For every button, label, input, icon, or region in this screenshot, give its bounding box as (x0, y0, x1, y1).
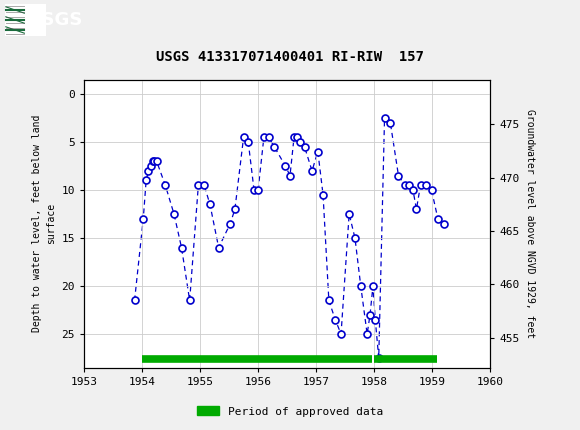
Text: USGS 413317071400401 RI-RIW  157: USGS 413317071400401 RI-RIW 157 (156, 50, 424, 64)
Text: USGS: USGS (28, 11, 83, 29)
FancyBboxPatch shape (5, 4, 46, 36)
Legend: Period of approved data: Period of approved data (193, 402, 387, 421)
Y-axis label: Depth to water level, feet below land
surface: Depth to water level, feet below land su… (32, 115, 56, 332)
Y-axis label: Groundwater level above NGVD 1929, feet: Groundwater level above NGVD 1929, feet (525, 109, 535, 338)
